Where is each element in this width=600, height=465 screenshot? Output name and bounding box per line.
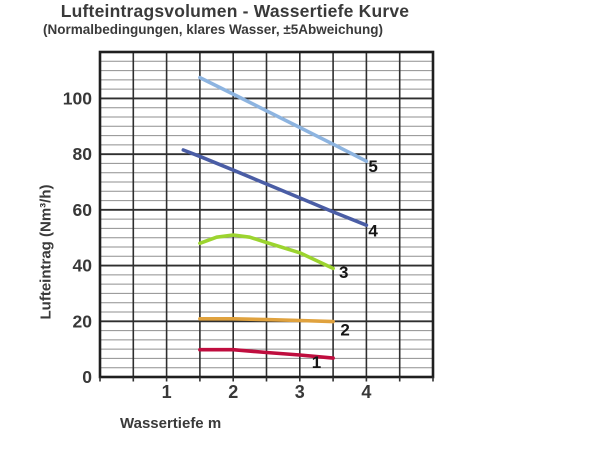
y-tick-label: 80 xyxy=(73,144,93,164)
series-line-1 xyxy=(198,347,335,360)
series-label-4: 4 xyxy=(368,221,378,240)
series-label-2: 2 xyxy=(340,321,349,340)
series-line-4 xyxy=(181,148,369,227)
y-tick-label: 20 xyxy=(73,311,93,331)
series-line-2 xyxy=(198,317,335,324)
y-tick-label: 60 xyxy=(73,200,93,220)
chart-subtitle: (Normalbedingungen, klares Wasser, ±5Abw… xyxy=(43,22,383,37)
x-tick-label: 3 xyxy=(295,382,305,402)
y-tick-label: 0 xyxy=(82,367,92,387)
series-line-5 xyxy=(198,75,369,163)
y-tick-label: 40 xyxy=(73,256,93,276)
x-axis-title: Wassertiefe m xyxy=(120,415,222,432)
series-line-3 xyxy=(198,233,335,271)
x-tick-label: 4 xyxy=(361,382,371,402)
series-label-1: 1 xyxy=(312,353,321,372)
x-tick-label: 1 xyxy=(162,382,172,402)
series-label-5: 5 xyxy=(368,157,377,176)
y-tick-label: 100 xyxy=(63,89,92,109)
chart-title: Lufteintragsvolumen - Wassertiefe Kurve xyxy=(60,1,410,21)
series-label-3: 3 xyxy=(339,263,348,282)
x-tick-label: 2 xyxy=(228,382,238,402)
